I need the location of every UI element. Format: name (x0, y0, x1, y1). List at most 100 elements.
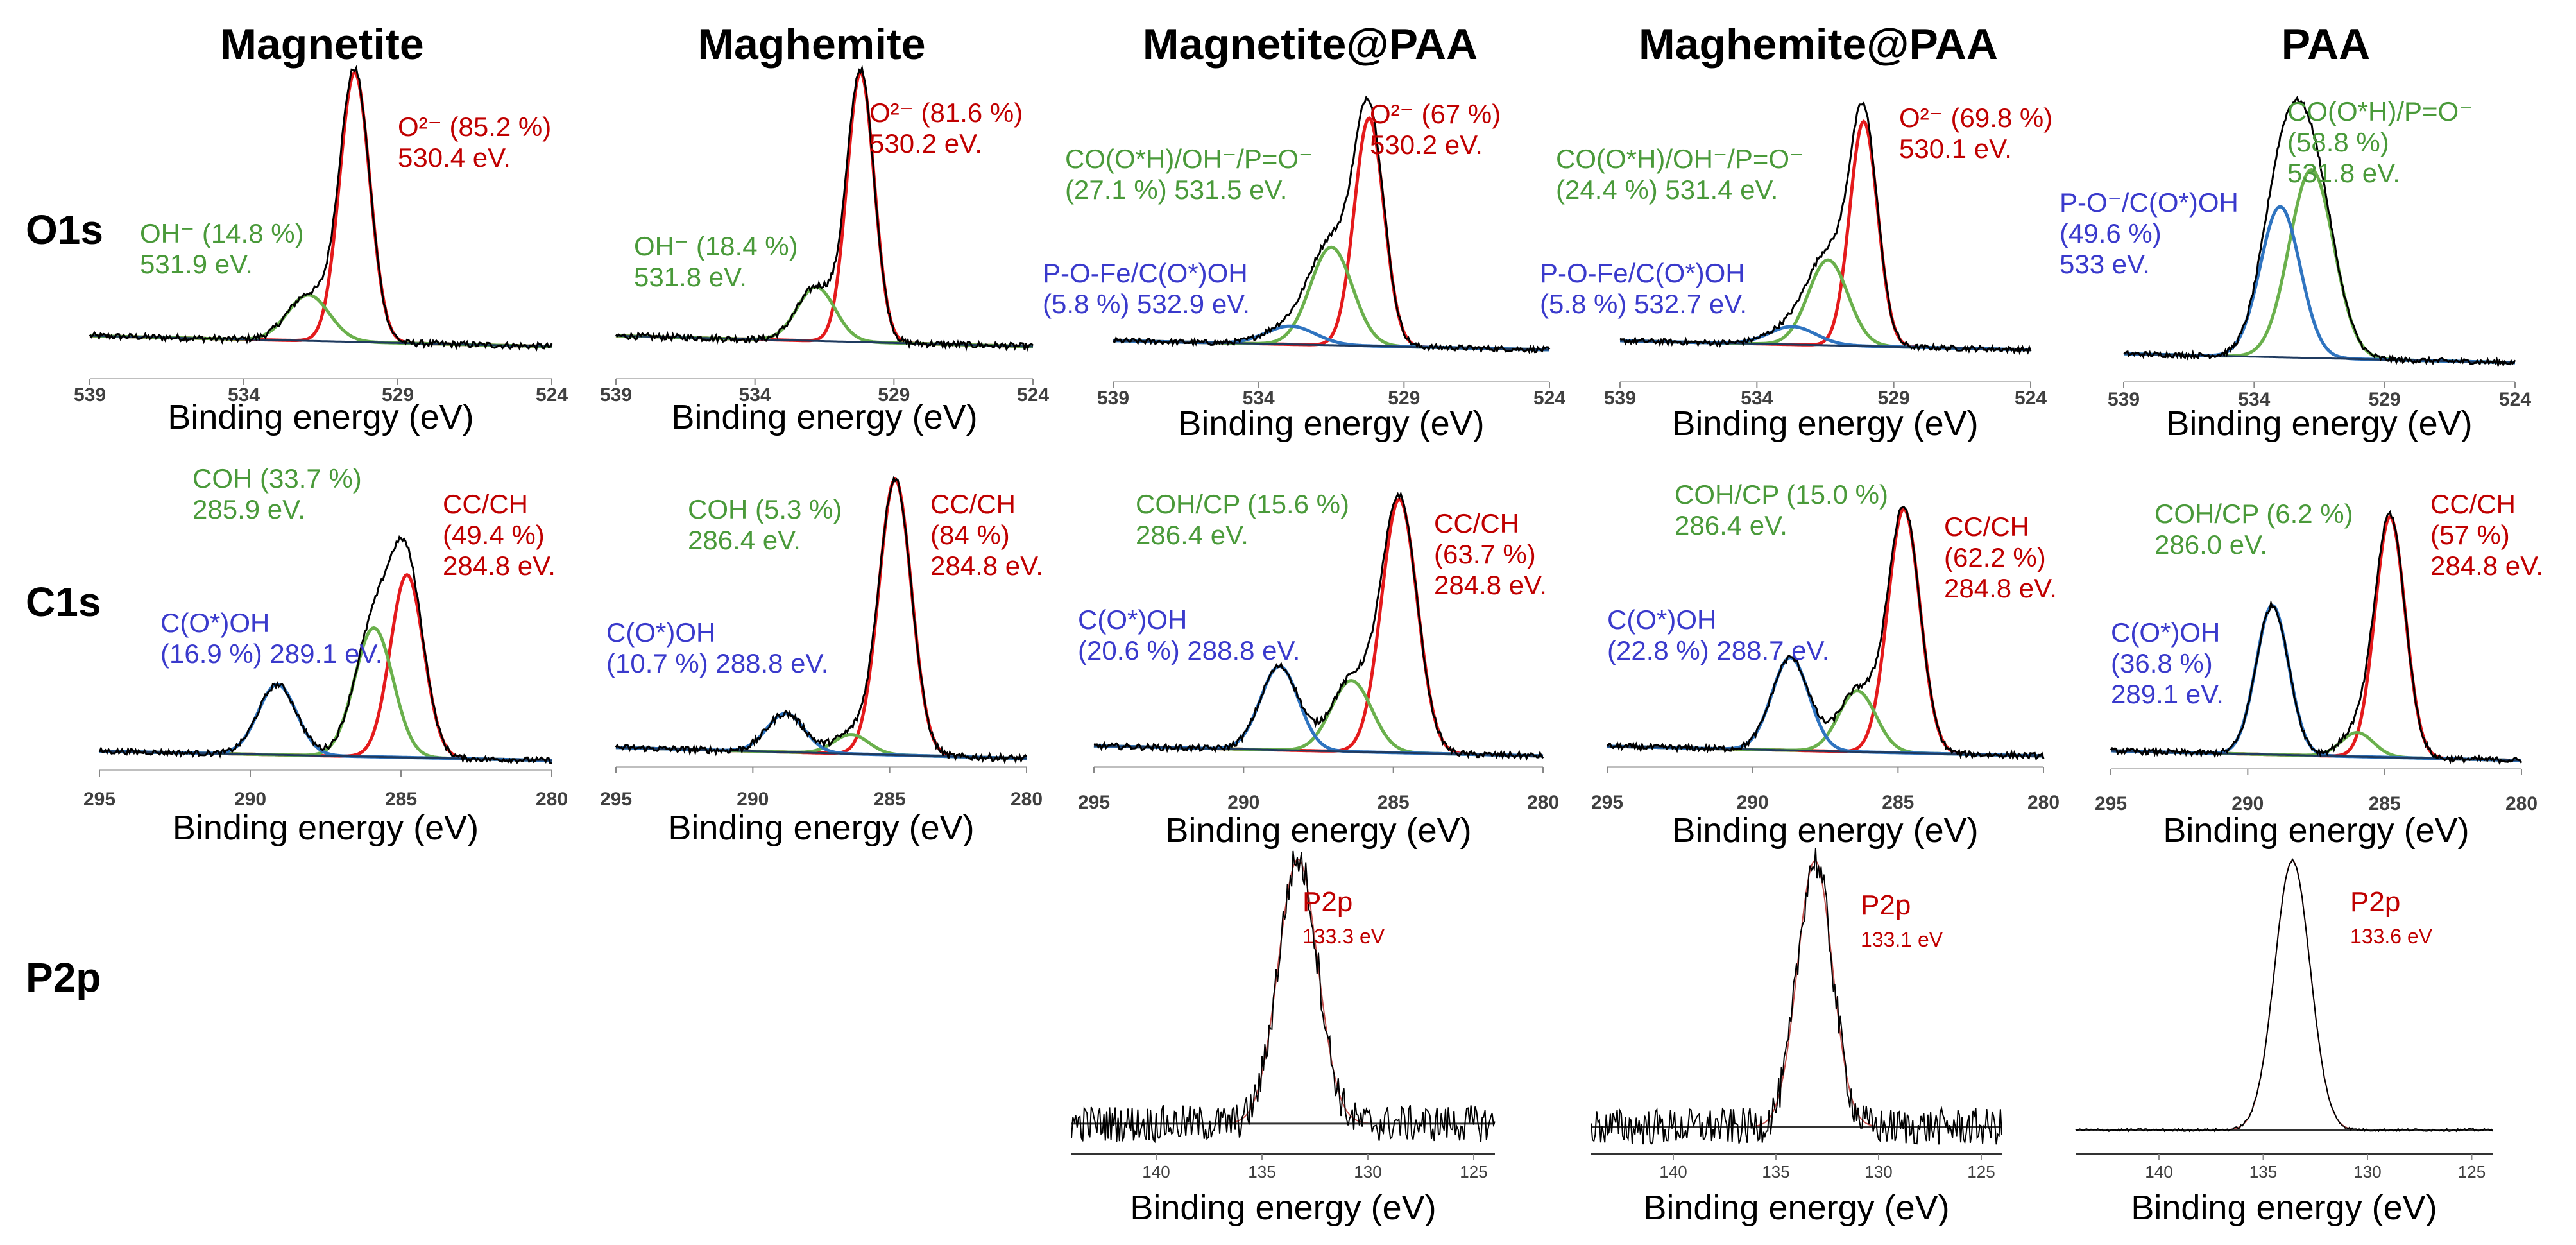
x-tick-label: 125 (2458, 1162, 2486, 1181)
peak-annotation: 531.8 eV. (634, 262, 747, 292)
x-tick-label: 140 (2145, 1162, 2172, 1181)
x-tick-label: 295 (1591, 792, 1623, 813)
x-tick-label: 524 (536, 384, 568, 406)
x-tick-label: 285 (2369, 793, 2401, 814)
peak-annotation: 286.4 eV. (1136, 520, 1249, 550)
peak-annotation: 284.8 eV. (1434, 570, 1547, 600)
peak-annotation: 285.9 eV. (192, 494, 305, 524)
x-tick-label: 534 (739, 384, 771, 406)
x-tick-label: 280 (2027, 792, 2060, 813)
x-tick-label: 295 (2095, 793, 2127, 814)
x-tick-label: 130 (1864, 1162, 1892, 1181)
x-axis-label: Binding energy (eV) (2166, 404, 2472, 443)
x-axis-label: Binding energy (eV) (1178, 404, 1484, 443)
peak-annotation: P-O-Fe/C(O*)OH (1540, 258, 1745, 288)
peak-annotation: 133.1 eV (1861, 928, 1943, 951)
peak-annotation: COH/CP (6.2 %) (2154, 499, 2353, 529)
x-tick-label: 534 (1243, 388, 1275, 409)
peak-annotation: 284.8 eV. (443, 551, 556, 581)
x-axis-label: Binding energy (eV) (1672, 404, 1978, 443)
x-tick-label: 290 (1227, 792, 1259, 813)
peak-annotation: P2p (1861, 889, 1911, 921)
x-axis-label: Binding energy (eV) (671, 398, 977, 436)
peak-annotation: (27.1 %) 531.5 eV. (1065, 175, 1287, 205)
peak-annotation: 133.3 eV (1302, 925, 1385, 948)
x-tick-label: 295 (83, 789, 115, 810)
peak-annotation: 284.8 eV. (2430, 551, 2543, 581)
peak-annotation: (49.4 %) (443, 520, 545, 550)
peak-annotation: (57 %) (2430, 520, 2510, 550)
peak-annotation: (5.8 %) 532.9 eV. (1043, 289, 1250, 319)
x-tick-label: 285 (385, 789, 417, 810)
peak-annotation: (62.2 %) (1944, 542, 2046, 572)
x-tick-label: 285 (874, 789, 906, 810)
x-tick-label: 529 (1878, 388, 1910, 409)
peak-annotation: (22.8 %) 288.7 eV. (1607, 635, 1829, 665)
envelope-spectrum (615, 64, 1034, 352)
x-tick-label: 285 (1378, 792, 1410, 813)
x-tick-label: 534 (1741, 388, 1773, 409)
peak-annotation: (16.9 %) 289.1 eV. (160, 639, 382, 669)
peak-annotation: C(O*)OH (2111, 617, 2220, 648)
peak-annotation: 533 eV. (2060, 249, 2150, 279)
panel-maghemite-paa-c1s: 295 290 285 280 Binding energy (eV) CC/CH(62.… (1591, 479, 2060, 850)
peak-annotation: 286.4 eV. (688, 525, 801, 555)
x-tick-label: 524 (2499, 389, 2531, 410)
col-title-maghemite-paa: Maghemite@PAA (1639, 20, 1998, 69)
component-peak-p2p (2076, 859, 2493, 1131)
row-label-p2p: P2p (26, 954, 101, 1000)
peak-annotation: COH/CP (15.6 %) (1136, 489, 1349, 519)
panel-magnetite-paa-p2p: 140 135 130 125 Binding energy (eV) P2p 133.3 … (1071, 850, 1496, 1227)
panel-paa-o1s: 539 534 529 524 Binding energy (eV) CO(O*H)/P… (2060, 95, 2531, 443)
x-axis-label: Binding energy (eV) (2131, 1189, 2437, 1227)
x-tick-label: 295 (1078, 792, 1110, 813)
peak-annotation: OH⁻ (18.4 %) (634, 231, 798, 261)
peak-annotation: 531.8 eV. (2287, 158, 2400, 188)
peak-annotation: 284.8 eV. (930, 551, 1043, 581)
component-peak-p2p (1591, 860, 2002, 1128)
peak-annotation: O²⁻ (67 %) (1370, 99, 1501, 129)
peak-annotation: 286.4 eV. (1675, 510, 1787, 540)
x-tick-label: 135 (2249, 1162, 2277, 1181)
envelope-spectrum (2075, 857, 2493, 1133)
peak-annotation: 284.8 eV. (1944, 573, 2057, 603)
x-tick-label: 290 (737, 789, 769, 810)
x-tick-label: 280 (1527, 792, 1559, 813)
peak-annotation: CO(O*H)/OH⁻/P=O⁻ (1065, 144, 1313, 174)
envelope-spectrum (1093, 491, 1544, 761)
x-tick-label: 140 (1142, 1162, 1170, 1181)
x-tick-label: 539 (1097, 388, 1129, 409)
x-tick-label: 130 (2353, 1162, 2381, 1181)
peak-annotation: CC/CH (930, 489, 1016, 519)
peak-annotation: COH (5.3 %) (688, 494, 842, 524)
peak-annotation: P-O-Fe/C(O*)OH (1043, 258, 1248, 288)
peak-annotation: 530.2 eV. (1370, 130, 1483, 160)
envelope-spectrum (2110, 510, 2523, 765)
envelope-spectrum (2123, 95, 2516, 368)
peak-annotation: (20.6 %) 288.8 eV. (1078, 635, 1300, 665)
peak-annotation: P2p (2350, 886, 2400, 918)
peak-annotation: (36.8 %) (2111, 648, 2213, 678)
panel-maghemite-o1s: 539 534 529 524 Binding energy (eV) O²⁻ (81.6… (600, 64, 1049, 436)
panel-magnetite-paa-c1s: 295 290 285 280 Binding energy (eV) CC/CH(63.… (1078, 489, 1559, 850)
col-title-paa: PAA (2282, 20, 2371, 69)
row-label-o1s: O1s (26, 207, 103, 253)
x-axis-label: Binding energy (eV) (1672, 811, 1978, 850)
panel-magnetite-o1s: 539 534 529 524 Binding energy (eV) O²⁻ (85.2… (74, 65, 568, 436)
spectra-panels: 539 534 529 524 Binding energy (eV) O²⁻ (85.2… (74, 64, 2543, 1227)
component-peak-coh-cp (1093, 679, 1544, 758)
peak-annotation: O²⁻ (85.2 %) (398, 112, 551, 142)
col-title-magnetite-paa: Magnetite@PAA (1143, 20, 1478, 69)
component-peak-p-o-c-o-oh (2124, 205, 2515, 365)
x-tick-label: 529 (878, 384, 910, 406)
peak-annotation: 289.1 eV. (2111, 679, 2224, 709)
peak-annotation: O²⁻ (81.6 %) (869, 98, 1023, 128)
x-tick-label: 135 (1762, 1162, 1789, 1181)
peak-annotation: C(O*)OH (606, 617, 715, 648)
x-tick-label: 125 (1460, 1162, 1487, 1181)
peak-annotation: (5.8 %) 532.7 eV. (1540, 289, 1747, 319)
x-axis-label: Binding energy (eV) (1165, 811, 1471, 850)
peak-annotation: C(O*)OH (1078, 605, 1187, 635)
peak-annotation: 286.0 eV. (2154, 529, 2267, 560)
peak-annotation: 531.9 eV. (140, 249, 253, 279)
